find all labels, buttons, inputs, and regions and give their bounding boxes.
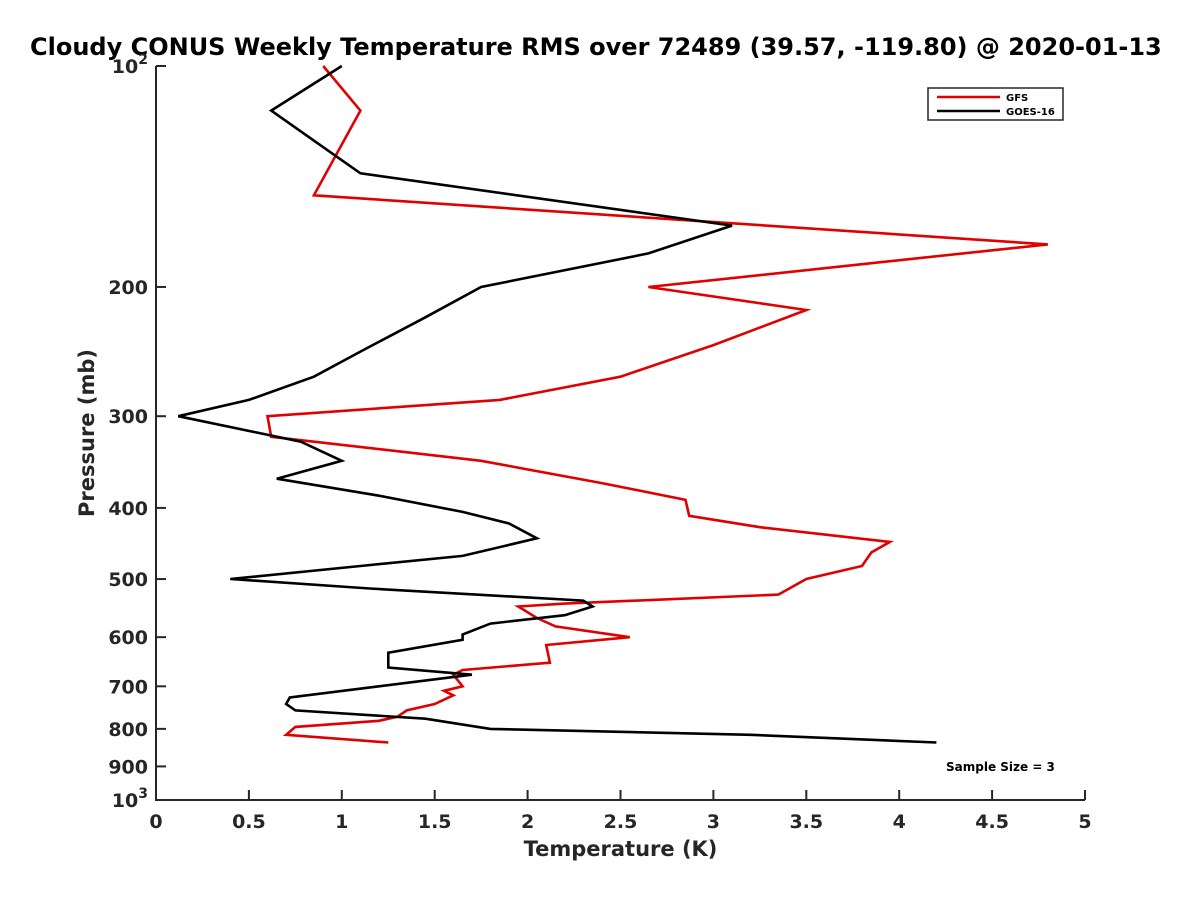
series-line-1 xyxy=(265,65,1048,744)
x-tick-label: 0 xyxy=(149,811,162,833)
y-tick-label: 400 xyxy=(108,498,148,520)
plot-lines xyxy=(178,64,1048,744)
x-tick-label: 5 xyxy=(1078,811,1091,833)
x-tick-label: 4.5 xyxy=(975,811,1009,833)
x-tick-label: 3.5 xyxy=(789,811,823,833)
series-line-2 xyxy=(178,64,937,744)
y-tick-label: 500 xyxy=(108,569,148,591)
y-tick-label: 102 xyxy=(112,52,148,78)
x-axis-ticks: 0 0.5 1 1.5 2 2.5 3 3.5 4 4.5 5 xyxy=(149,790,1092,833)
legend-label: GOES-16 xyxy=(1006,107,1055,118)
legend-label: GFS xyxy=(1006,93,1028,104)
chart-title: Cloudy CONUS Weekly Temperature RMS over… xyxy=(30,33,1162,61)
axes xyxy=(155,66,1085,801)
x-axis-label: Temperature (K) xyxy=(524,837,718,861)
sample-size-annotation: Sample Size = 3 xyxy=(946,760,1055,774)
x-tick-label: 0.5 xyxy=(232,811,266,833)
y-axis-ticks: 102 200 300 400 500 600 700 800 900 103 xyxy=(108,52,166,812)
x-tick-label: 1 xyxy=(335,811,348,833)
x-tick-label: 2 xyxy=(521,811,534,833)
x-tick-label: 3 xyxy=(707,811,720,833)
y-tick-label: 700 xyxy=(108,676,148,698)
y-axis-label: Pressure (mb) xyxy=(75,349,99,517)
legend: GFS GOES-16 xyxy=(927,87,1064,121)
y-tick-label: 600 xyxy=(108,627,148,649)
y-tick-label: 800 xyxy=(108,719,148,741)
y-tick-label: 900 xyxy=(108,756,148,778)
x-tick-label: 4 xyxy=(893,811,906,833)
legend-box xyxy=(927,87,1064,121)
x-tick-label: 2.5 xyxy=(604,811,638,833)
y-tick-label: 200 xyxy=(108,277,148,299)
x-tick-label: 1.5 xyxy=(418,811,452,833)
y-tick-label: 300 xyxy=(108,406,148,428)
y-tick-label: 103 xyxy=(112,786,148,812)
